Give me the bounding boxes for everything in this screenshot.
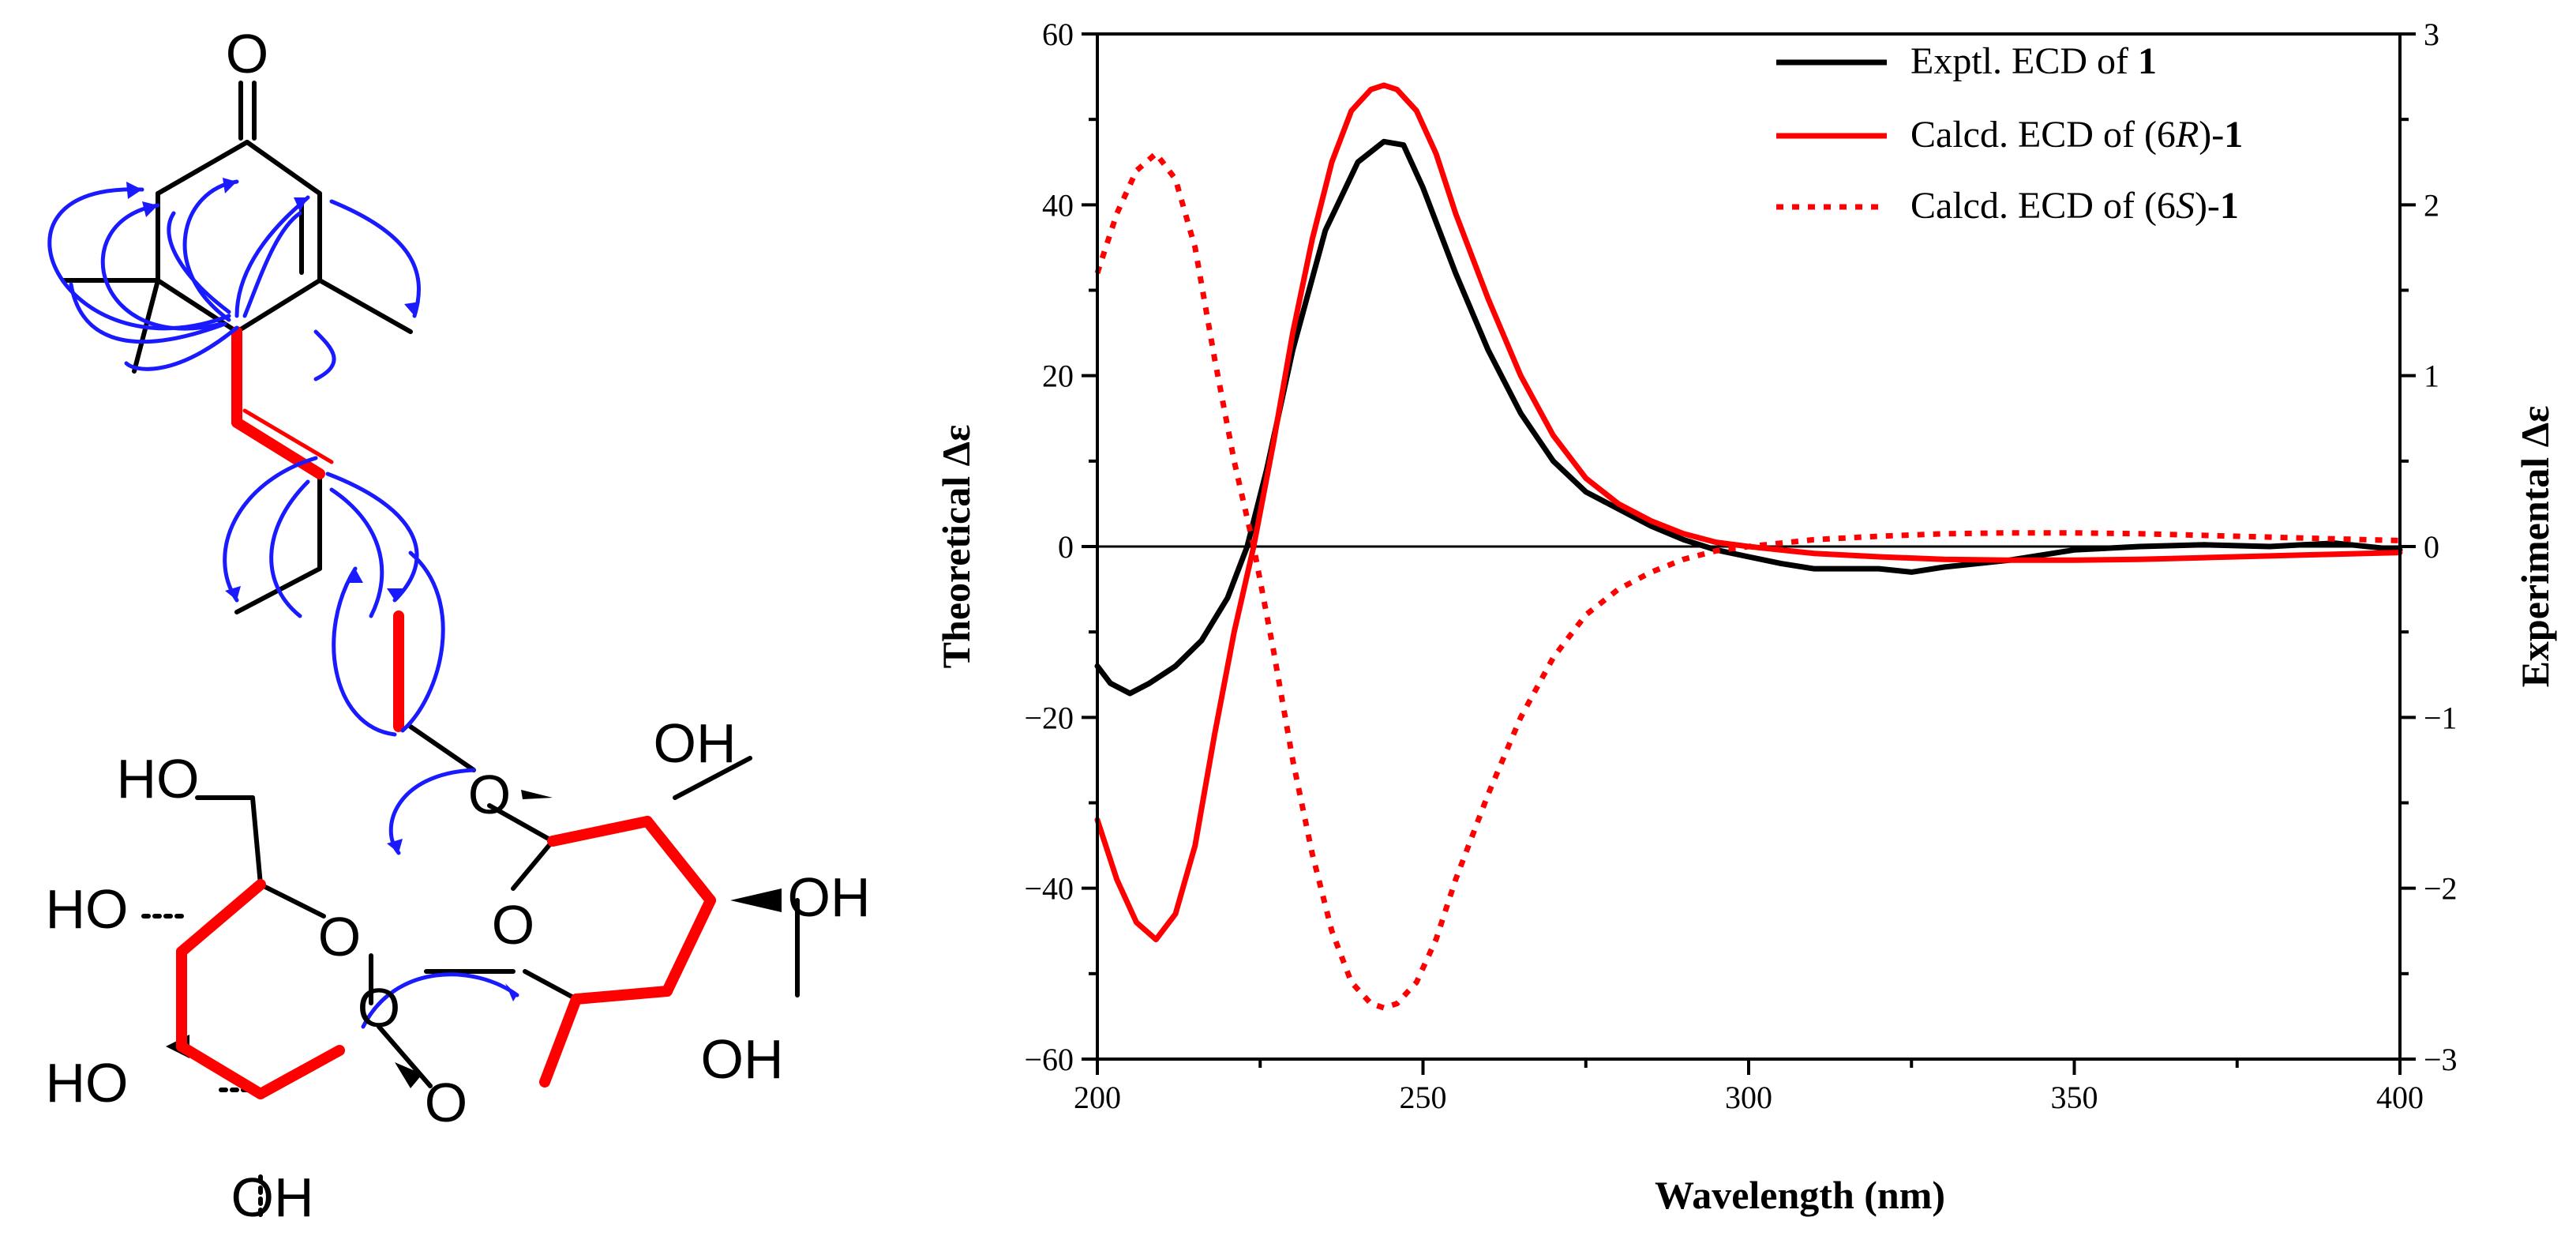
y-axis-right: −3 −2 −1 0 1 2 3 (2400, 17, 2458, 1077)
atom-label: OH (654, 712, 737, 774)
y-left-tick-label: 20 (1042, 359, 1074, 394)
x-tick-label: 200 (1074, 1080, 1121, 1115)
y-right-tick-label: −2 (2424, 871, 2458, 907)
legend: Exptl. ECD of 1 Calcd. ECD of (6R)-1 Calcd… (1776, 40, 2243, 227)
y-axis-left: −60 −40 −20 0 20 40 60 (1024, 17, 1097, 1077)
x-tick-label: 400 (2376, 1080, 2424, 1115)
y-right-tick-label: −3 (2424, 1042, 2458, 1077)
legend-label-2: Calcd. ECD of (6R)-1 (1910, 114, 2243, 156)
x-tick-label: 350 (2051, 1080, 2098, 1115)
series-line-3 (1094, 150, 2401, 1011)
y-right-tick-label: 1 (2424, 359, 2439, 394)
atom-label: O (492, 894, 534, 956)
x-tick-label: 300 (1725, 1080, 1772, 1115)
atom-label: O (468, 764, 511, 825)
y-left-tick-label: −40 (1024, 871, 1074, 907)
series-line-2 (1094, 82, 2403, 943)
structure-bonds (61, 81, 800, 1219)
y-left-tick-label: 40 (1042, 187, 1074, 223)
atom-label: O (318, 906, 361, 967)
y-right-tick-label: −1 (2424, 700, 2458, 735)
y-axis-left-title: Theoretical Δε (934, 425, 978, 669)
highlight-double-bond (242, 408, 334, 464)
y-right-tick-label: 0 (2424, 529, 2439, 565)
atom-label: O (425, 1072, 467, 1133)
atom-label: HO (46, 1052, 129, 1114)
atom-label: HO (46, 878, 129, 940)
chemical-structure: O O O OH OH OH O HO HO O O HO OH (46, 23, 871, 1228)
y-left-tick-label: −60 (1024, 1042, 1074, 1077)
atom-label: O (358, 977, 400, 1039)
atom-label: O (226, 23, 268, 85)
y-left-tick-label: 60 (1042, 17, 1074, 52)
atom-label: OH (231, 1166, 314, 1228)
hmbc-arrows (47, 179, 519, 1029)
series-layer (1094, 82, 2403, 1011)
x-axis-title: Wavelength (nm) (1655, 1173, 1945, 1217)
x-tick-label: 250 (1400, 1080, 1447, 1115)
y-left-tick-label: −20 (1024, 700, 1074, 735)
y-right-tick-label: 3 (2424, 17, 2439, 52)
legend-label-3: Calcd. ECD of (6S)-1 (1910, 185, 2239, 227)
ecd-chart: 200 250 300 350 400 −60 −40 −20 0 20 40 60 −3 −2 −1 0… (934, 17, 2557, 1217)
y-right-tick-label: 2 (2424, 187, 2439, 223)
atom-label: HO (117, 748, 200, 810)
legend-label-1: Exptl. ECD of 1 (1910, 40, 2157, 82)
y-axis-right-title: Experimental Δε (2513, 406, 2557, 688)
highlight-bonds (176, 326, 716, 1099)
hmbc-arrowheads (126, 178, 517, 1001)
x-axis: 200 250 300 350 400 (1074, 1059, 2424, 1115)
atom-label: OH (701, 1028, 784, 1090)
atom-label: OH (788, 866, 871, 928)
y-left-tick-label: 0 (1058, 529, 1074, 565)
